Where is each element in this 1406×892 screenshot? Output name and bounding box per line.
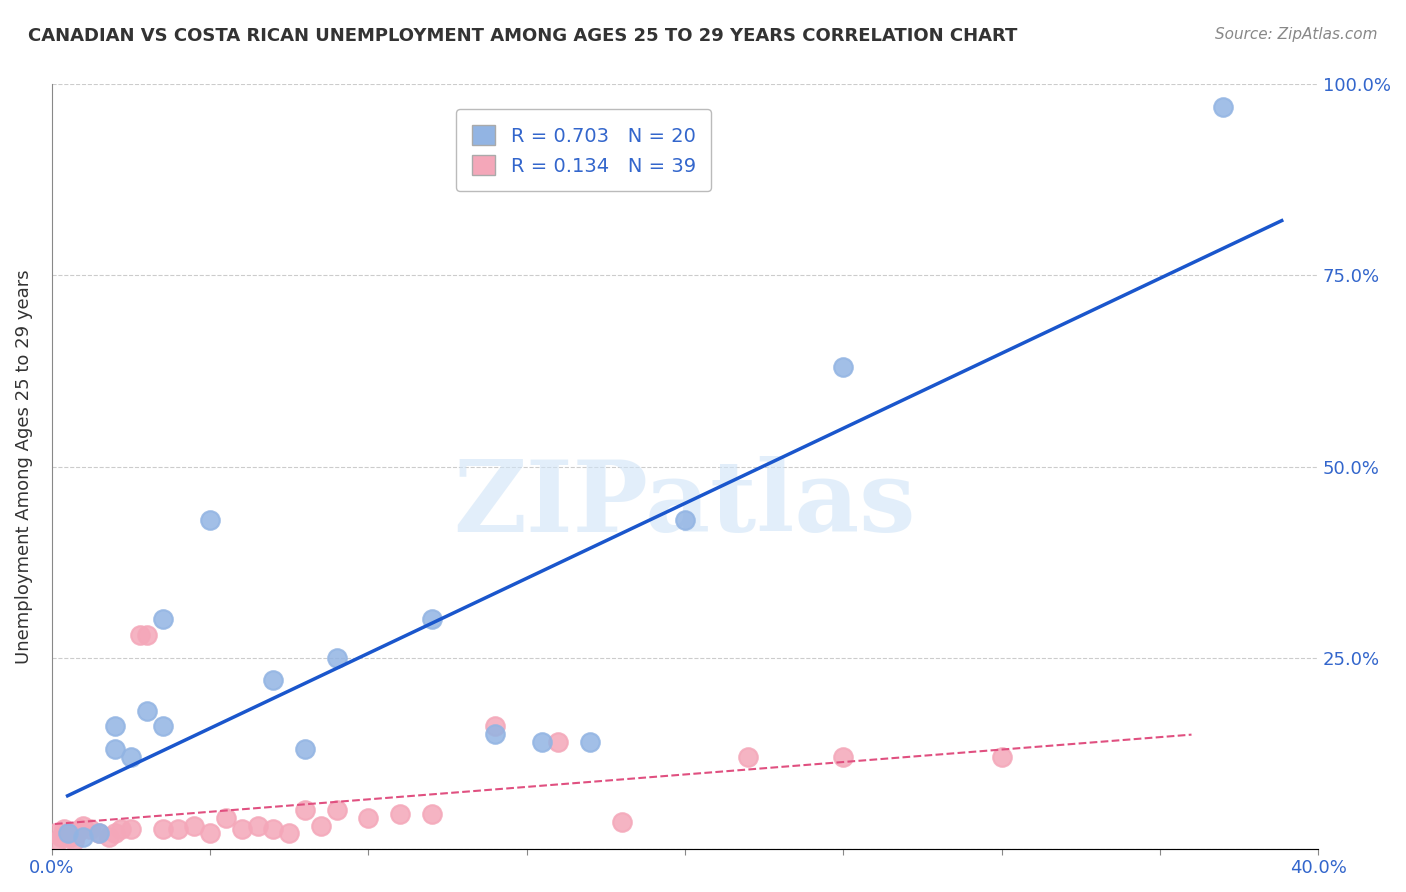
Point bbox=[56, 826, 79, 840]
Point bbox=[66, 826, 89, 840]
Text: Source: ZipAtlas.com: Source: ZipAtlas.com bbox=[1215, 27, 1378, 42]
Point bbox=[152, 612, 174, 626]
Point bbox=[547, 734, 569, 748]
Point bbox=[388, 807, 411, 822]
Point bbox=[110, 822, 132, 837]
Point bbox=[104, 742, 127, 756]
Point bbox=[89, 826, 111, 840]
Point bbox=[294, 742, 316, 756]
Point bbox=[579, 734, 602, 748]
Point bbox=[420, 612, 443, 626]
Point bbox=[89, 826, 111, 840]
Point bbox=[1212, 100, 1234, 114]
Point bbox=[246, 819, 269, 833]
Point bbox=[69, 822, 91, 837]
Text: ZIPatlas: ZIPatlas bbox=[454, 456, 917, 553]
Point bbox=[215, 811, 238, 825]
Point bbox=[59, 830, 82, 844]
Point bbox=[46, 834, 69, 848]
Point bbox=[51, 830, 73, 844]
Text: CANADIAN VS COSTA RICAN UNEMPLOYMENT AMONG AGES 25 TO 29 YEARS CORRELATION CHART: CANADIAN VS COSTA RICAN UNEMPLOYMENT AMO… bbox=[28, 27, 1018, 45]
Point bbox=[56, 826, 79, 840]
Point bbox=[135, 627, 157, 641]
Point bbox=[135, 704, 157, 718]
Y-axis label: Unemployment Among Ages 25 to 29 years: Unemployment Among Ages 25 to 29 years bbox=[15, 269, 32, 664]
Point bbox=[44, 826, 66, 840]
Point bbox=[832, 750, 855, 764]
Point bbox=[79, 822, 101, 837]
Point bbox=[325, 650, 347, 665]
Point bbox=[484, 719, 506, 733]
Point bbox=[420, 807, 443, 822]
Point bbox=[104, 719, 127, 733]
Point bbox=[673, 513, 696, 527]
Point bbox=[832, 360, 855, 375]
Point bbox=[152, 822, 174, 837]
Point bbox=[120, 750, 142, 764]
Point bbox=[262, 822, 284, 837]
Point bbox=[484, 727, 506, 741]
Point bbox=[63, 834, 86, 848]
Point bbox=[262, 673, 284, 688]
Point bbox=[120, 822, 142, 837]
Point bbox=[231, 822, 253, 837]
Point bbox=[325, 803, 347, 817]
Point bbox=[990, 750, 1012, 764]
Point bbox=[531, 734, 554, 748]
Point bbox=[198, 513, 221, 527]
Point bbox=[278, 826, 301, 840]
Point bbox=[357, 811, 380, 825]
Point bbox=[198, 826, 221, 840]
Point bbox=[104, 826, 127, 840]
Point bbox=[72, 830, 94, 844]
Point bbox=[610, 814, 633, 829]
Point bbox=[167, 822, 190, 837]
Point bbox=[152, 719, 174, 733]
Point bbox=[737, 750, 759, 764]
Point bbox=[309, 819, 332, 833]
Point bbox=[53, 822, 76, 837]
Point bbox=[72, 819, 94, 833]
Legend: R = 0.703   N = 20, R = 0.134   N = 39: R = 0.703 N = 20, R = 0.134 N = 39 bbox=[456, 110, 711, 191]
Point bbox=[129, 627, 152, 641]
Point bbox=[97, 830, 120, 844]
Point bbox=[183, 819, 205, 833]
Point bbox=[294, 803, 316, 817]
